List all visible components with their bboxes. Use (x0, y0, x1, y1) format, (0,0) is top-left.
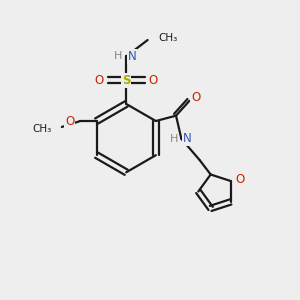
Text: O: O (95, 74, 104, 87)
Text: S: S (122, 74, 130, 87)
Text: O: O (65, 115, 74, 128)
Text: CH₃: CH₃ (32, 124, 51, 134)
Text: O: O (191, 91, 201, 104)
Text: H: H (169, 134, 178, 144)
Text: N: N (128, 50, 136, 63)
Text: O: O (235, 173, 244, 186)
Text: H: H (113, 51, 122, 62)
Text: N: N (183, 132, 192, 146)
Text: O: O (148, 74, 158, 87)
Text: CH₃: CH₃ (158, 33, 177, 43)
